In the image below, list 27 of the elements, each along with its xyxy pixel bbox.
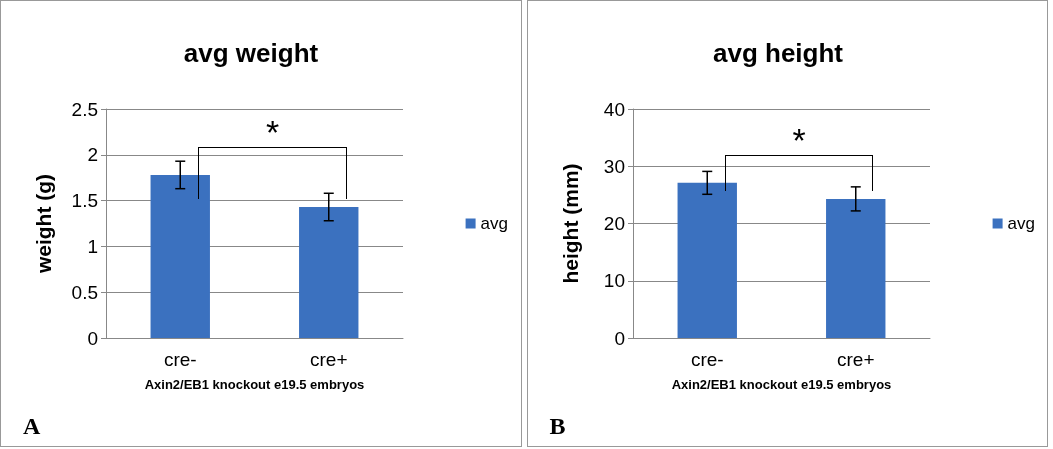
y-tick-label: 1 xyxy=(87,235,98,257)
legend-label: avg xyxy=(480,214,509,233)
y-tick-label: 20 xyxy=(603,213,625,234)
y-tick-label: 2.5 xyxy=(71,98,98,120)
chart-title: avg weight xyxy=(183,38,319,68)
y-axis-title: height (mm) xyxy=(558,163,582,284)
y-tick-label: 0.5 xyxy=(71,281,98,303)
x-tick-label: cre- xyxy=(690,349,724,370)
y-tick-label: 40 xyxy=(603,98,625,120)
x-tick-label: cre- xyxy=(163,349,197,370)
annotation: * xyxy=(265,112,280,151)
text: B xyxy=(549,413,566,440)
x-axis-title: Axin2/EB1 knockout e19.5 embryos xyxy=(144,377,365,392)
y-tick-label: 0 xyxy=(613,327,625,349)
text: A xyxy=(23,413,41,440)
x-tick-label: cre+ xyxy=(310,349,348,370)
x-axis-title: Axin2/EB1 knockout e19.5 embryos xyxy=(671,377,891,392)
legend-label: avg xyxy=(1007,214,1035,233)
y-axis-title: weight (g) xyxy=(32,173,55,275)
annotation: * xyxy=(792,120,806,159)
y-tick-label: 30 xyxy=(603,155,625,177)
x-tick-label: cre+ xyxy=(836,349,874,370)
y-tick-label: 10 xyxy=(603,270,625,292)
y-tick-label: 1.5 xyxy=(71,190,98,212)
y-tick-label: 2 xyxy=(87,144,98,166)
y-tick-label: 0 xyxy=(87,327,98,349)
chart-title: avg height xyxy=(712,38,843,68)
